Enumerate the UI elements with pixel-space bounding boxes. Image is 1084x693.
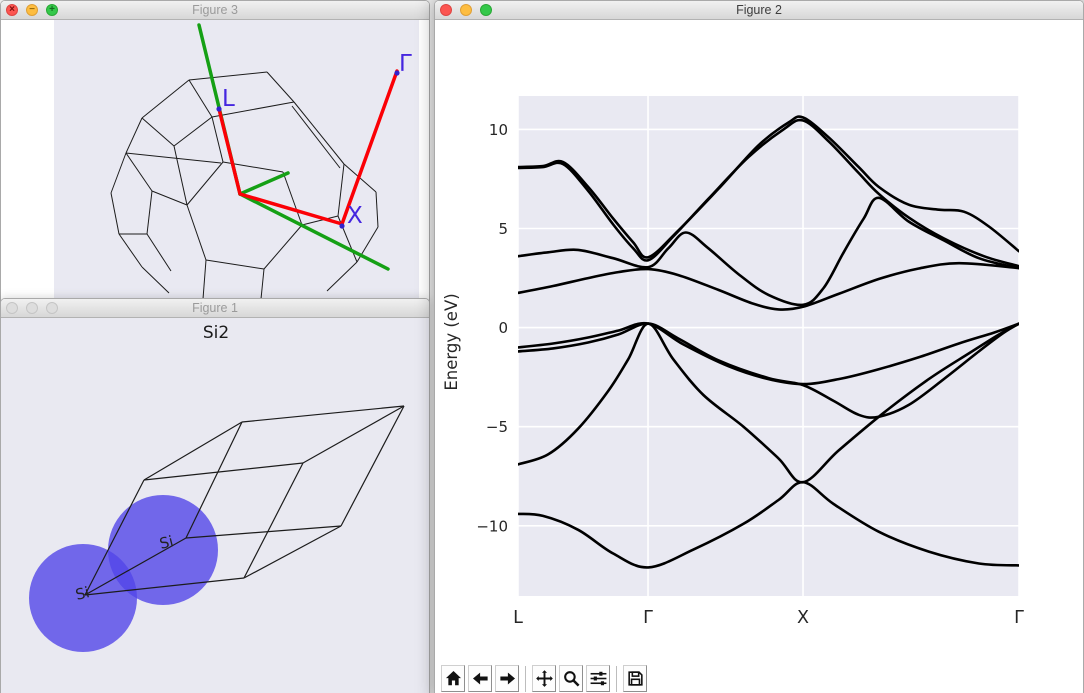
titlebar[interactable]: Figure 2 <box>435 1 1083 20</box>
traffic-lights <box>6 302 58 314</box>
titlebar[interactable]: × − + Figure 3 <box>1 1 429 20</box>
magnifier-icon <box>563 671 580 687</box>
traffic-light-button[interactable] <box>480 4 492 16</box>
back-button[interactable] <box>468 665 492 692</box>
window-title: Figure 1 <box>192 301 238 315</box>
titlebar[interactable]: Figure 1 <box>1 299 429 318</box>
pan-arrows-icon <box>535 670 553 687</box>
svg-text:Si: Si <box>74 583 92 604</box>
sliders-icon <box>590 671 606 686</box>
svg-text:L: L <box>513 608 523 628</box>
svg-text:−10: −10 <box>476 517 508 535</box>
atoms-canvas[interactable]: Si Si <box>1 299 430 693</box>
traffic-light-button[interactable] <box>440 4 452 16</box>
svg-text:−5: −5 <box>486 418 508 436</box>
traffic-light-button[interactable] <box>6 302 18 314</box>
svg-text:Γ: Γ <box>1014 608 1024 628</box>
svg-text:10: 10 <box>489 121 508 139</box>
window-figure-3: L Γ X × − + Figure 3 <box>0 0 430 312</box>
matplotlib-toolbar <box>441 665 647 692</box>
window-figure-1: Si Si Si2 Figure 1 <box>0 298 430 693</box>
svg-text:X: X <box>347 203 363 229</box>
home-icon <box>445 670 461 686</box>
window-figure-2: 10 5 0 −5 −10 L Γ X Γ Energy (eV) Figure 2 <box>434 0 1084 693</box>
traffic-lights <box>440 4 492 16</box>
pan-button[interactable] <box>532 665 556 692</box>
window-title: Figure 3 <box>192 3 238 17</box>
toolbar-separator <box>525 665 526 692</box>
traffic-light-button[interactable]: − <box>26 4 38 16</box>
traffic-light-button[interactable]: + <box>46 4 58 16</box>
svg-text:0: 0 <box>498 319 508 337</box>
window-title: Figure 2 <box>736 3 782 17</box>
floppy-disk-icon <box>627 671 643 686</box>
traffic-light-button[interactable] <box>46 302 58 314</box>
arrow-right-icon <box>499 672 515 685</box>
arrow-left-icon <box>472 672 488 685</box>
zoom-button[interactable] <box>559 665 583 692</box>
svg-text:Si: Si <box>158 532 176 553</box>
toolbar-separator <box>616 665 617 692</box>
svg-text:5: 5 <box>498 220 508 238</box>
brillouin-zone-canvas[interactable]: L Γ X <box>1 1 430 312</box>
plot-title: Si2 <box>202 323 230 343</box>
svg-text:L: L <box>222 86 235 112</box>
svg-text:Γ: Γ <box>643 608 653 628</box>
band-structure-canvas[interactable]: 10 5 0 −5 −10 L Γ X Γ Energy (eV) <box>435 1 1084 693</box>
svg-text:Energy (eV): Energy (eV) <box>442 293 461 390</box>
traffic-light-button[interactable]: × <box>6 4 18 16</box>
traffic-light-button[interactable] <box>26 302 38 314</box>
save-button[interactable] <box>623 665 647 692</box>
configure-subplots-button[interactable] <box>586 665 610 692</box>
forward-button[interactable] <box>495 665 519 692</box>
svg-text:Γ: Γ <box>399 51 412 77</box>
traffic-light-button[interactable] <box>460 4 472 16</box>
home-button[interactable] <box>441 665 465 692</box>
traffic-lights: × − + <box>6 4 58 16</box>
svg-text:X: X <box>797 608 809 628</box>
